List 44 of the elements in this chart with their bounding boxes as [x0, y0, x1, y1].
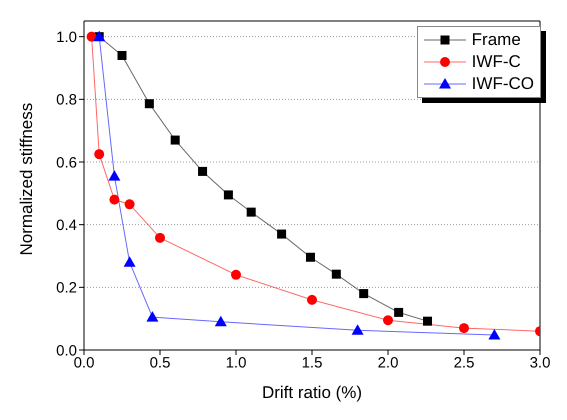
- point: [246, 208, 256, 217]
- x-tick-label: 0.0: [74, 354, 94, 372]
- point: [352, 324, 364, 335]
- point: [224, 190, 233, 200]
- point: [170, 136, 180, 145]
- y-tick-label: 1.0: [56, 28, 77, 46]
- point: [277, 230, 286, 239]
- x-tick-label: 2.0: [378, 354, 398, 372]
- point: [108, 170, 120, 181]
- legend-label: Frame: [472, 29, 521, 51]
- point: [459, 323, 469, 334]
- point: [144, 99, 154, 108]
- y-tick-label: 0.6: [56, 154, 77, 172]
- point: [146, 311, 158, 322]
- point: [86, 32, 97, 42]
- point: [198, 166, 208, 176]
- point: [214, 316, 227, 326]
- point: [423, 316, 432, 326]
- point: [155, 232, 165, 243]
- y-tick-label: 0.8: [56, 92, 77, 109]
- y-tick-label: 0.4: [56, 216, 77, 234]
- y-axis-title: Normalized stiffness: [17, 102, 36, 256]
- x-tick-label: 3.0: [530, 354, 550, 372]
- x-tick-label: 1.0: [226, 354, 246, 372]
- point: [488, 328, 500, 340]
- point: [332, 270, 341, 279]
- legend-label: IWF-CO: [472, 73, 534, 95]
- x-tick-label: 1.5: [302, 354, 322, 372]
- y-tick-label: 0.2: [56, 280, 77, 297]
- point: [94, 149, 104, 160]
- point: [231, 270, 241, 280]
- point: [307, 294, 317, 305]
- point: [394, 308, 404, 317]
- point: [306, 252, 315, 262]
- point: [124, 256, 136, 267]
- point: [383, 315, 393, 326]
- point: [118, 50, 126, 60]
- point: [109, 194, 120, 205]
- x-tick-label: 2.5: [454, 354, 474, 372]
- x-axis-title: Drift ratio (%): [262, 383, 362, 402]
- x-tick-label: 0.5: [150, 354, 170, 372]
- point: [124, 199, 135, 210]
- legend-label: IWF-C: [472, 51, 521, 73]
- point: [359, 289, 368, 298]
